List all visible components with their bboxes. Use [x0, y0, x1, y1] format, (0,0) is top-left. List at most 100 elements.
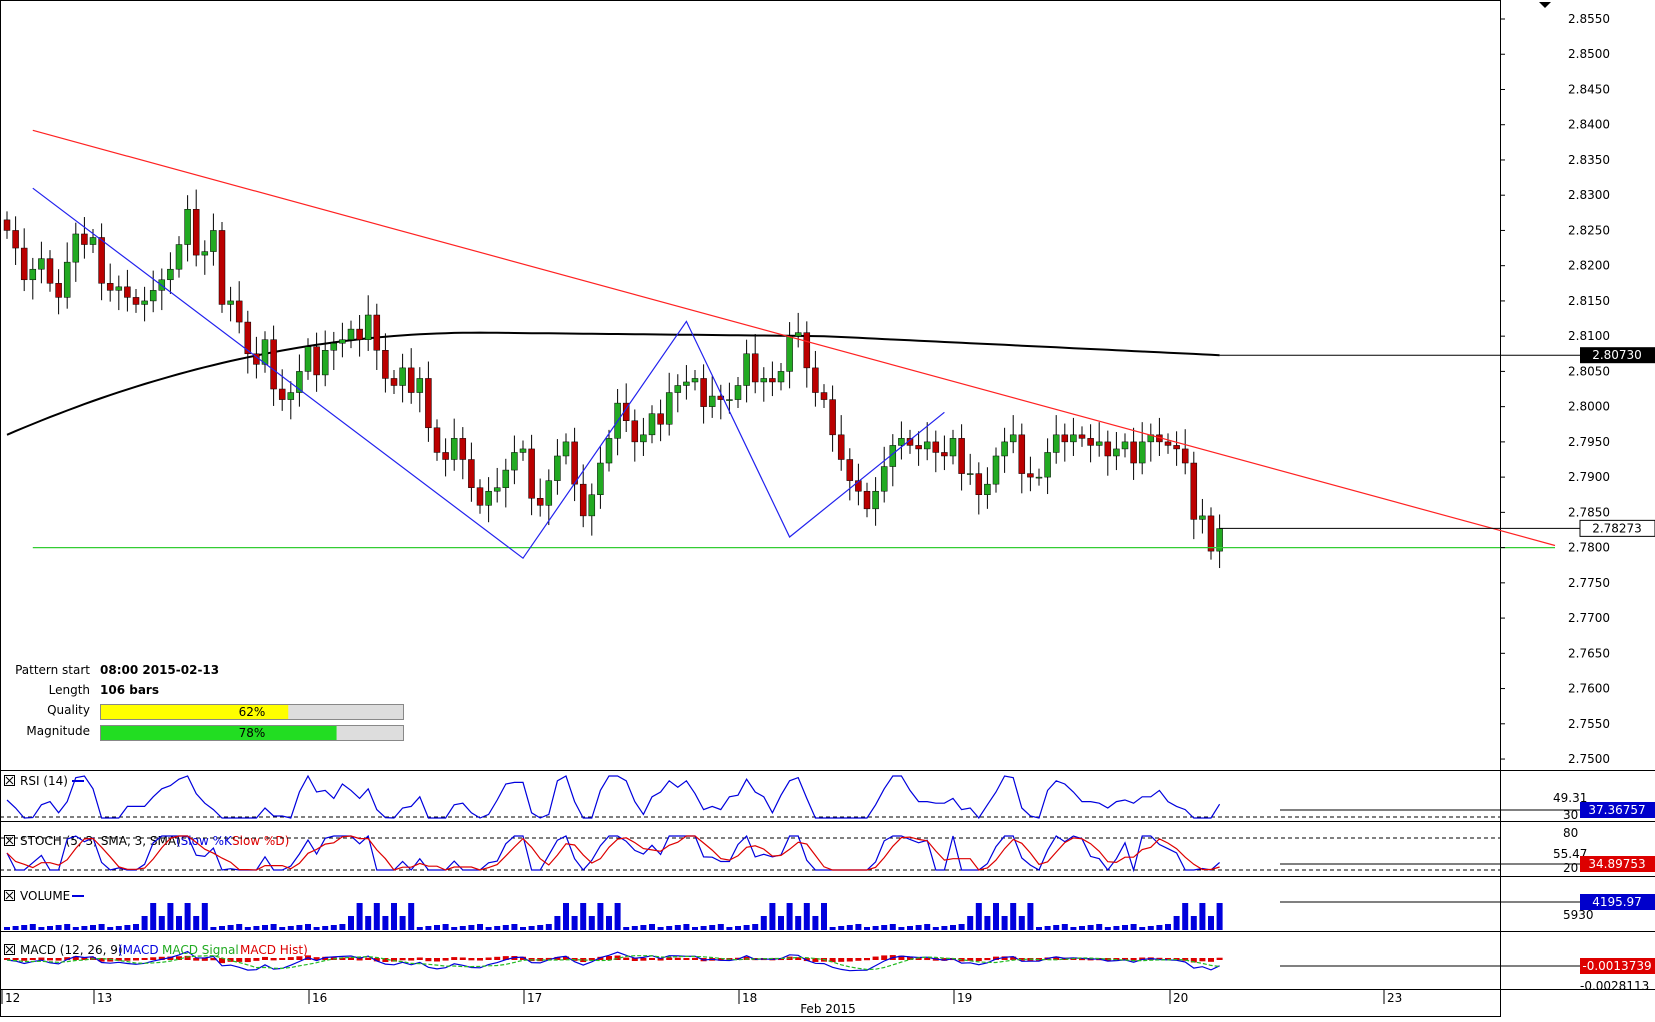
macd-close-icon[interactable]: [4, 944, 15, 955]
stoch-d-label: Slow %D): [232, 834, 289, 848]
magnitude-bar-fill: [101, 726, 337, 740]
bull-candle: [347, 328, 355, 340]
bear-candle: [829, 399, 836, 436]
volume-bar: [769, 903, 776, 930]
price-tick-label: 2.7700: [1568, 611, 1610, 625]
bear-candle: [3, 219, 11, 231]
bear-candle: [356, 328, 363, 340]
volume-bar: [494, 926, 501, 930]
macd-hist-bar: [72, 956, 79, 960]
bear-candle: [657, 413, 664, 425]
price-tick-label: 2.7800: [1568, 541, 1610, 555]
macd-hist-bar: [124, 958, 131, 961]
volume-bar: [623, 927, 630, 930]
bull-candle: [1035, 476, 1043, 479]
macd-hist-bar: [545, 957, 552, 960]
bear-candle: [1207, 515, 1215, 552]
length-label: Length: [49, 683, 90, 697]
macd-hist-bar: [270, 958, 277, 961]
bear-candle: [459, 438, 467, 460]
bear-candle: [382, 350, 389, 379]
bear-candle: [46, 258, 54, 284]
volume-bar: [1156, 925, 1163, 930]
macd-hist-bar: [1001, 956, 1008, 960]
volume-bar: [176, 916, 182, 930]
volume-bar: [709, 925, 716, 930]
macd-hist-bar: [193, 958, 200, 961]
bull-candle: [545, 480, 553, 506]
volume-bar: [253, 926, 260, 930]
day-label: 23: [1387, 991, 1402, 1005]
macd-hist-bar: [907, 956, 913, 960]
volume-bar: [984, 916, 991, 930]
stoch-d-line: [6, 835, 1220, 871]
bull-candle: [450, 438, 458, 460]
volume-bar: [442, 924, 449, 930]
bear-candle: [124, 286, 131, 298]
bear-candle: [1181, 448, 1189, 464]
bull-candle: [777, 371, 785, 383]
bear-candle: [407, 367, 415, 393]
bull-candle: [149, 290, 157, 302]
macd-hist-bar: [408, 958, 415, 961]
volume-bar: [588, 916, 595, 930]
volume-bar: [700, 926, 707, 930]
macd-hist-bar: [657, 958, 664, 961]
volume-bar: [674, 925, 681, 930]
volume-bar: [485, 927, 492, 930]
macd-hist-bar: [356, 958, 363, 961]
bull-candle: [1044, 452, 1051, 478]
macd-hist-bar: [1018, 958, 1025, 961]
bear-candle: [1027, 473, 1034, 478]
volume-bar: [502, 925, 509, 930]
macd-hist-bar: [55, 958, 62, 961]
volume-bar: [1061, 924, 1068, 930]
macd-hist-bar: [158, 956, 165, 960]
bull-candle: [38, 258, 45, 270]
magnitude-value: 78%: [239, 726, 266, 740]
resistance-trendline: [32, 129, 1556, 547]
macd-hist-bar: [812, 958, 819, 962]
stoch-close-icon[interactable]: [4, 835, 15, 846]
volume-bar: [1182, 903, 1189, 930]
volume-bar: [81, 926, 88, 930]
pattern-start-value: 08:00 2015-02-13: [100, 663, 219, 677]
volume-bar: [924, 924, 931, 930]
bear-candle: [1190, 462, 1198, 520]
macd-hist-bar: [881, 955, 888, 960]
bear-candle: [622, 402, 630, 421]
bear-candle: [941, 452, 948, 457]
bull-candle: [296, 371, 303, 393]
bull-candle: [880, 466, 888, 492]
macd-hist-bar: [494, 956, 501, 960]
bear-candle: [132, 297, 140, 305]
bear-candle: [373, 314, 381, 351]
bull-candle: [597, 462, 604, 495]
macd-hist-bar: [692, 957, 698, 960]
volume-bar: [468, 925, 475, 930]
volume-bar: [692, 927, 698, 930]
volume-close-icon[interactable]: [4, 890, 15, 901]
bull-candle: [554, 455, 561, 481]
bull-candle: [872, 490, 879, 510]
volume-bar: [1104, 927, 1111, 930]
bear-candle: [433, 427, 441, 453]
bear-candle: [192, 209, 200, 256]
bull-candle: [1070, 434, 1077, 443]
price-tick-label: 2.7950: [1568, 435, 1610, 449]
volume-bar: [133, 924, 139, 930]
rsi-close-icon[interactable]: [4, 775, 15, 786]
volume-bar: [881, 925, 888, 930]
collapse-icon[interactable]: [1539, 2, 1551, 8]
quality-bar-fill: [101, 705, 289, 719]
macd-hist-bar: [623, 957, 630, 960]
volume-bar: [279, 927, 286, 930]
volume-bar: [545, 924, 552, 930]
volume-tick: 5930: [1563, 908, 1594, 922]
macd-close-icon-x: [5, 945, 14, 954]
macd-hist-bar: [81, 956, 88, 960]
bull-candle: [227, 300, 234, 305]
stoch-tick-55: 55.47: [1553, 847, 1587, 861]
bear-candle: [244, 321, 252, 355]
